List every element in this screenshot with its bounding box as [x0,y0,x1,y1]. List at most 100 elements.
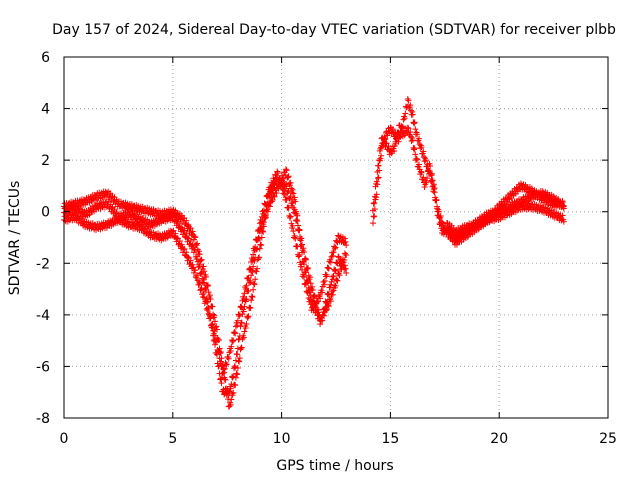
data-point [559,199,566,206]
data-point [280,187,287,194]
y-tick-label: -2 [36,256,50,272]
data-point [249,269,256,276]
data-point [412,126,419,133]
data-point [307,287,314,294]
data-point [283,183,290,190]
data-point [432,194,439,201]
data-point [342,265,349,272]
data-point [411,119,418,126]
data-point [295,222,302,229]
data-point [249,294,256,301]
data-point [236,333,243,340]
data-point [130,212,137,219]
series-6 [443,200,567,238]
data-point [393,136,400,143]
data-point [325,265,332,272]
data-point [240,308,247,315]
data-point [381,136,388,143]
data-point [226,349,233,356]
data-point [420,174,427,181]
data-point [309,283,316,290]
data-point [187,237,194,244]
x-tick-label: 25 [599,431,617,447]
data-point [335,270,342,277]
data-point [221,365,228,372]
data-point [266,203,273,210]
data-point [218,380,225,387]
data-point [258,242,265,249]
data-point [213,323,220,330]
data-point [192,234,199,241]
data-point [107,190,114,197]
data-point [409,111,416,118]
data-point [329,288,336,295]
data-point [391,148,398,155]
data-point [215,363,222,370]
data-point [418,169,425,176]
data-point [307,292,314,299]
data-point [231,363,238,370]
data-point [296,227,303,234]
data-point [141,217,148,224]
data-point [282,194,289,201]
data-point [241,328,248,335]
data-point [283,196,290,203]
data-point [211,336,218,343]
data-point [546,207,553,214]
data-point [247,304,254,311]
data-point [330,273,337,280]
data-point [223,361,230,368]
data-point [255,234,262,241]
data-point [225,355,232,362]
data-point [371,213,378,220]
data-point [288,189,295,196]
data-point [285,173,292,180]
data-point [310,305,317,312]
data-point [247,279,254,286]
data-point [296,252,303,259]
data-point [250,286,257,293]
data-point [172,230,179,237]
data-point [317,318,324,325]
data-point [275,185,282,192]
data-point [243,295,250,302]
data-point [242,325,249,332]
x-tick-label: 15 [381,431,399,447]
data-point [216,355,223,362]
data-point [392,140,399,147]
data-point [332,244,339,251]
data-point [370,213,377,220]
data-point [257,241,264,248]
data-point [328,253,335,260]
data-point [277,180,284,187]
data-point [271,178,278,185]
data-point [190,269,197,276]
data-point [250,263,257,270]
data-point [329,273,336,280]
data-point [290,190,297,197]
data-point [266,188,273,195]
data-point [234,317,241,324]
data-point [238,344,245,351]
data-point [189,228,196,235]
data-point [259,218,266,225]
data-point [252,276,259,283]
data-point [327,284,334,291]
data-point [297,236,304,243]
data-point [203,273,210,280]
data-point [301,261,308,268]
data-point [325,303,332,310]
data-point [215,362,222,369]
data-point [557,213,563,220]
data-point [269,181,276,188]
data-point [212,341,219,348]
data-point [198,285,205,292]
data-point [413,155,420,162]
data-point [180,246,187,253]
data-point [411,145,418,152]
data-point [242,298,249,305]
data-point [205,304,212,311]
data-point [319,317,326,324]
data-point [305,278,312,285]
data-point [273,189,280,196]
